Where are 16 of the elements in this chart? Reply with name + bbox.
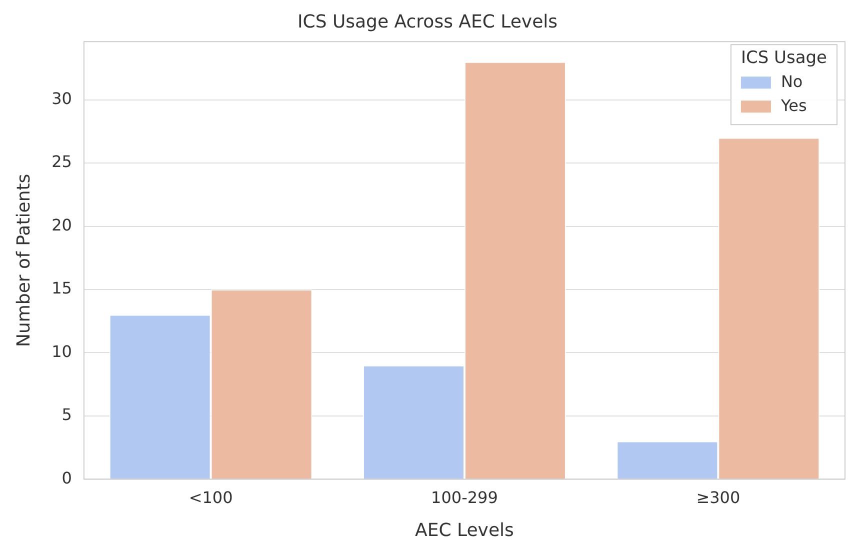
x-tick-label: <100 [188, 488, 233, 507]
chart-title: ICS Usage Across AEC Levels [297, 11, 558, 32]
legend-title: ICS Usage [740, 48, 827, 68]
legend-label: Yes [780, 96, 807, 115]
y-tick-label: 20 [52, 215, 72, 234]
x-tick-label: ≥300 [696, 488, 740, 507]
x-axis-title: AEC Levels [415, 520, 514, 541]
y-tick-label: 10 [52, 342, 72, 361]
legend-label: No [780, 72, 803, 91]
y-tick-label: 15 [52, 278, 72, 298]
y-tick-label: 5 [62, 405, 72, 424]
y-tick-label: 30 [52, 88, 72, 108]
y-tick-label: 25 [52, 152, 72, 172]
y-axis-title: Number of Patients [13, 174, 34, 347]
y-tick-label: 0 [62, 468, 72, 488]
x-tick-label: 100-299 [431, 488, 498, 507]
